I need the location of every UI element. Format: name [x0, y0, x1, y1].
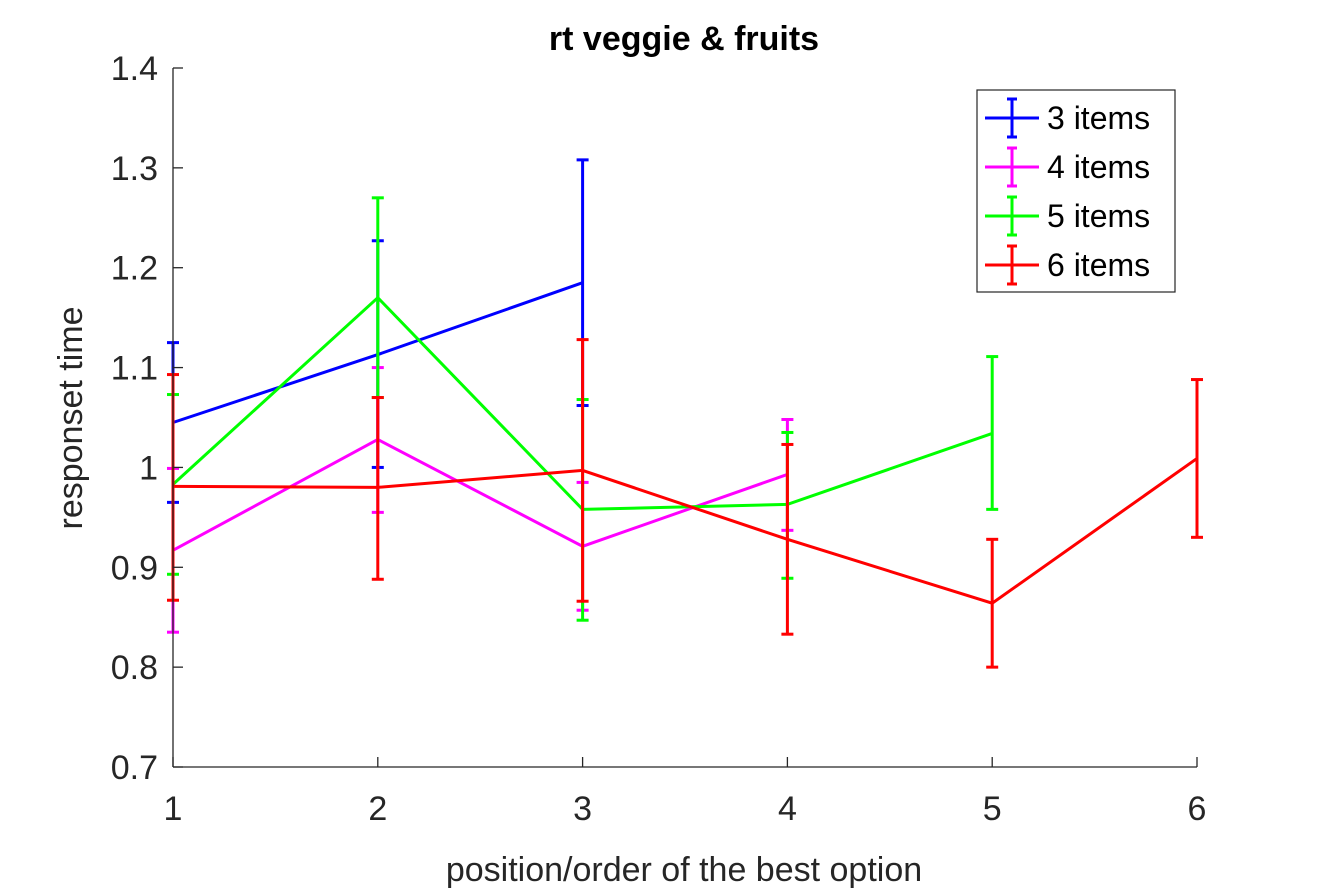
- y-tick-label: 0.7: [111, 749, 158, 787]
- error-bar: [986, 537, 999, 669]
- x-axis-label: position/order of the best option: [446, 851, 922, 889]
- y-tick-label: 0.9: [111, 549, 158, 587]
- y-tick-label: 1.3: [111, 150, 158, 188]
- x-tick-label: 6: [1188, 790, 1207, 828]
- legend-label: 5 items: [1047, 198, 1150, 234]
- legend-label: 6 items: [1047, 247, 1150, 283]
- legend-item: 3 items: [985, 97, 1150, 139]
- series-line: [172, 457, 1198, 605]
- x-tick-label: 2: [368, 790, 387, 828]
- y-tick-label: 1.4: [111, 50, 158, 88]
- legend: 3 items 4 items 5 items 6 items: [976, 89, 1176, 293]
- ticks: 1 2 3 4 5 6 0.7 0.8 0.9 1 1.1 1.2 1.3 1.4: [111, 50, 1207, 828]
- y-tick-label: 0.8: [111, 649, 158, 687]
- x-tick-label: 5: [983, 790, 1002, 828]
- legend-item: 6 items: [985, 244, 1150, 286]
- y-tick-label: 1: [139, 449, 158, 487]
- series-line: [172, 437, 788, 552]
- legend-box: [976, 89, 1176, 293]
- legend-label: 3 items: [1047, 100, 1150, 136]
- legend-item: 5 items: [985, 195, 1150, 237]
- error-bar: [371, 396, 384, 581]
- x-tick-label: 1: [164, 790, 183, 828]
- plot-lines: [167, 158, 1203, 669]
- series-4: [167, 338, 1203, 669]
- error-bar: [1191, 378, 1203, 539]
- legend-item: 4 items: [985, 146, 1150, 188]
- y-axis-label: responset time: [52, 307, 90, 530]
- y-tick-label: 1.1: [111, 350, 158, 388]
- y-tick-label: 1.2: [111, 250, 158, 288]
- x-tick-label: 4: [778, 790, 797, 828]
- legend-label: 4 items: [1047, 149, 1150, 185]
- axes: [172, 68, 1197, 768]
- error-bar: [986, 355, 999, 511]
- error-bar: [781, 442, 794, 636]
- error-bar: [576, 338, 589, 603]
- chart-title: rt veggie & fruits: [549, 20, 819, 58]
- x-tick-label: 3: [573, 790, 592, 828]
